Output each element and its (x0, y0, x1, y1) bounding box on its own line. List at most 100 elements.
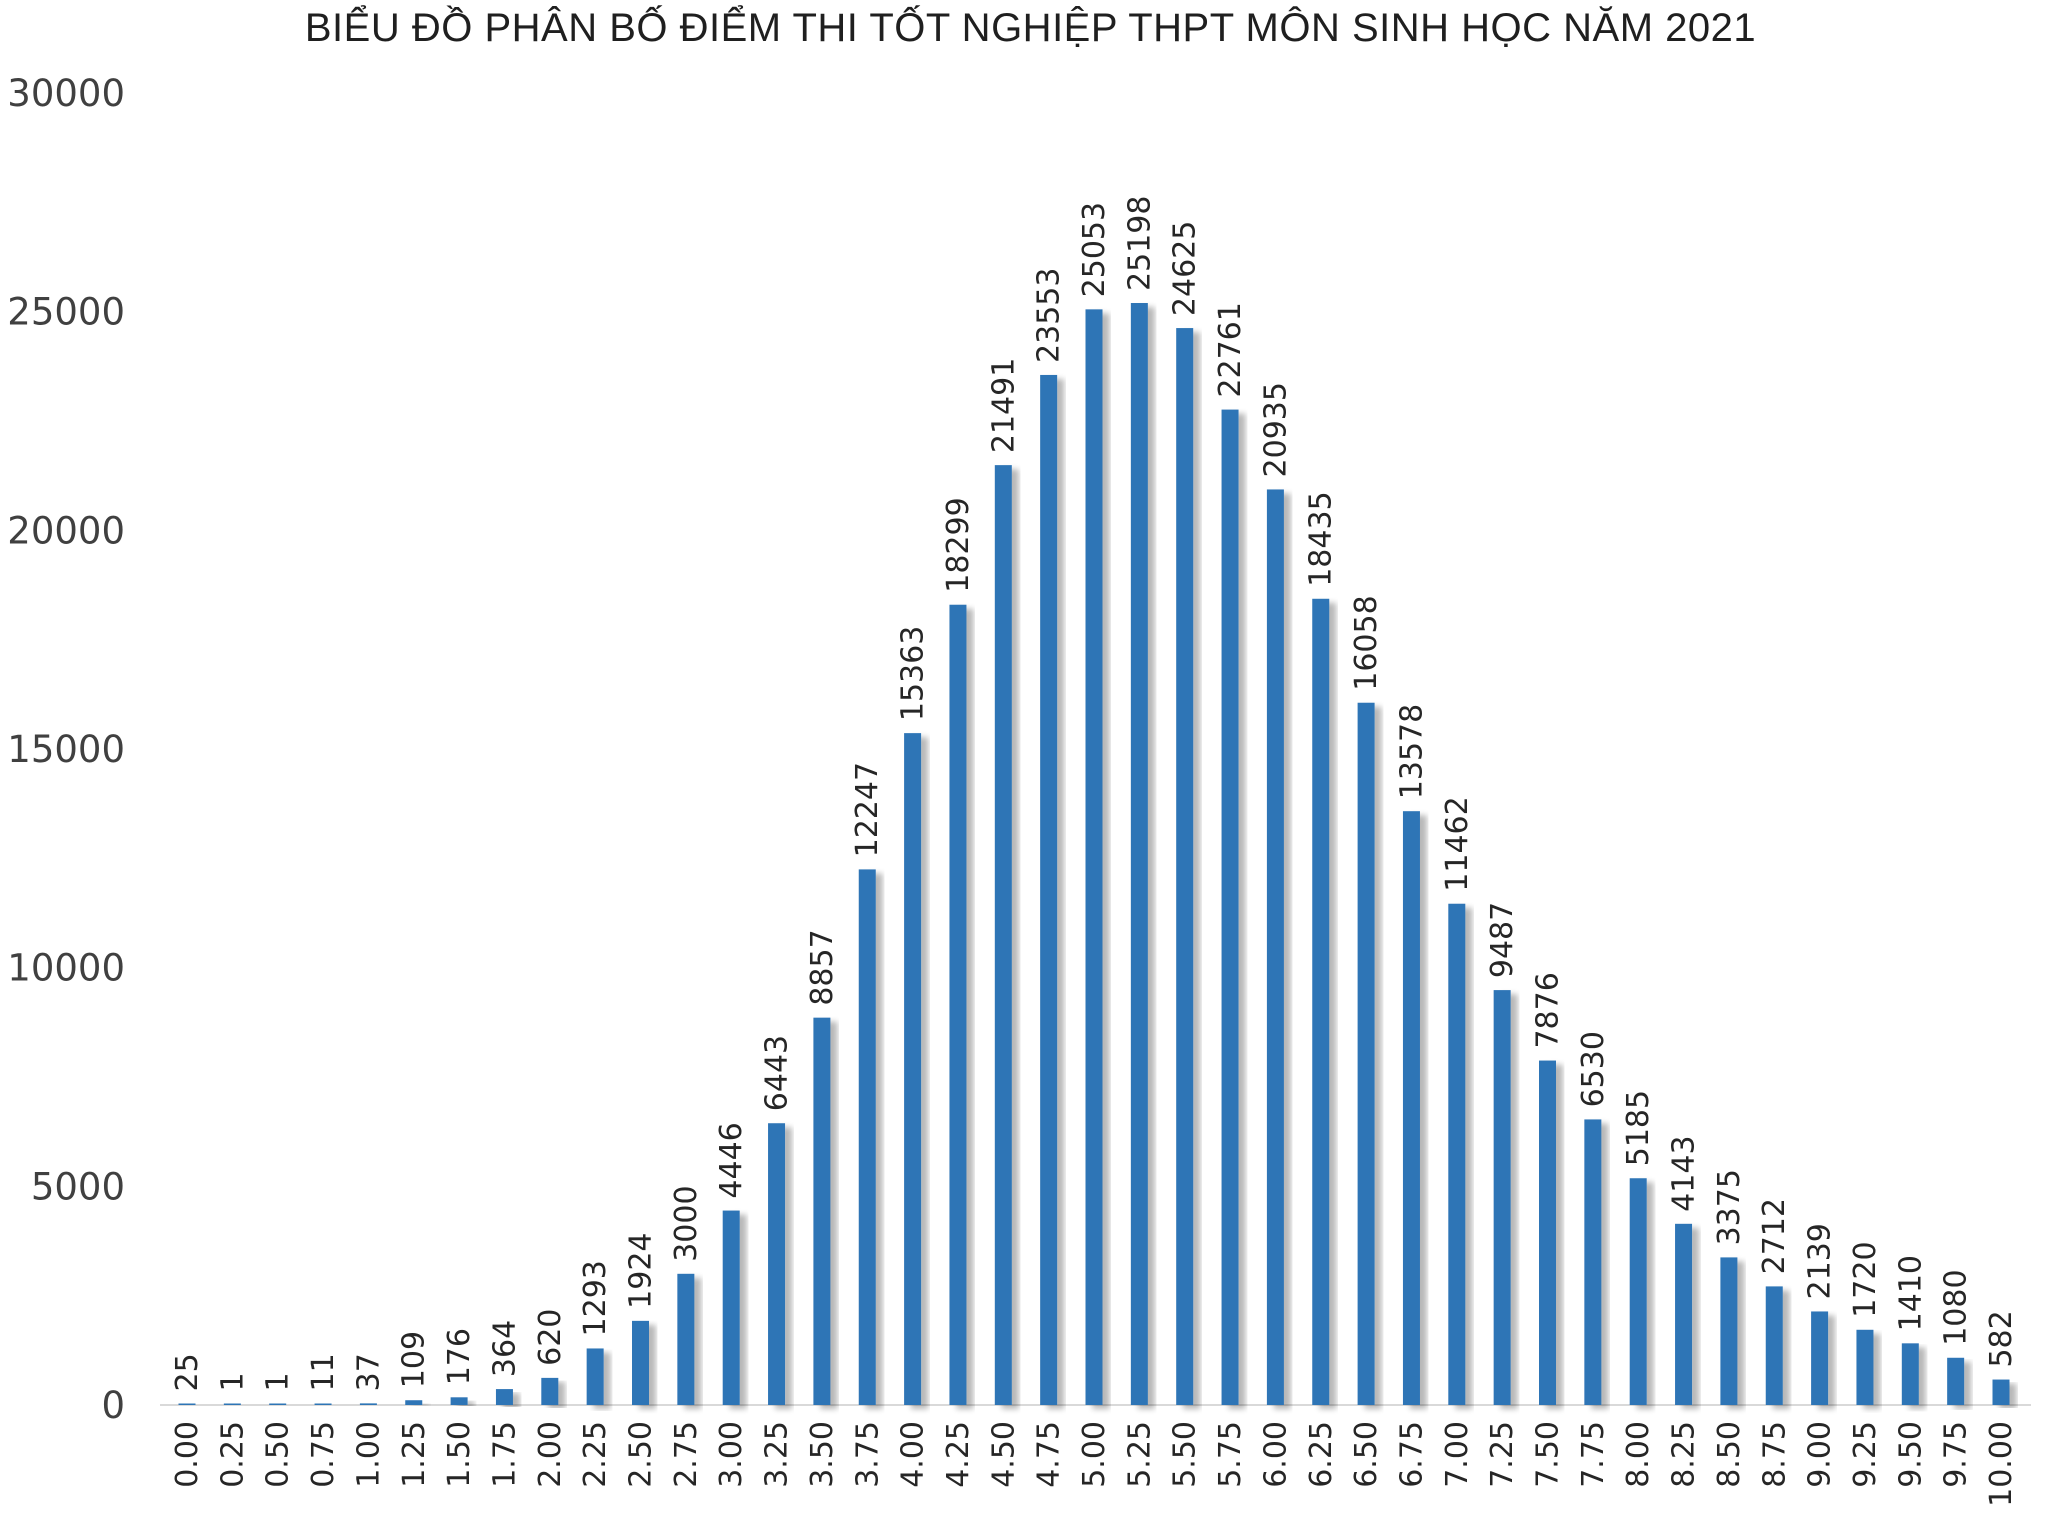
x-tick-label: 9.75 (1939, 1421, 1974, 1488)
data-label: 11 (306, 1353, 341, 1391)
bar (949, 604, 967, 1405)
x-tick-label: 7.00 (1440, 1421, 1475, 1488)
bar (269, 1403, 287, 1405)
data-label: 1924 (624, 1232, 659, 1308)
data-label: 37 (351, 1353, 386, 1391)
data-label: 6443 (760, 1035, 795, 1111)
x-tick-label: 2.25 (578, 1421, 613, 1488)
bar (1584, 1119, 1602, 1405)
data-label: 18435 (1304, 491, 1339, 586)
x-tick-label: 8.25 (1667, 1421, 1702, 1488)
data-label: 109 (397, 1331, 432, 1388)
x-tick-label: 6.25 (1304, 1421, 1339, 1488)
data-label: 21491 (986, 358, 1021, 453)
bar (1539, 1060, 1556, 1405)
data-label: 24625 (1168, 221, 1203, 316)
data-label: 6530 (1576, 1031, 1611, 1107)
bar (1085, 309, 1103, 1406)
bar (1040, 374, 1058, 1406)
data-label: 20935 (1258, 382, 1293, 477)
data-label: 16058 (1349, 595, 1384, 690)
x-tick-label: 4.75 (1032, 1421, 1067, 1488)
data-label: 8857 (805, 929, 840, 1005)
bar (1493, 990, 1511, 1405)
data-label: 5185 (1621, 1090, 1656, 1166)
x-tick-label: 4.25 (941, 1421, 976, 1488)
data-label: 1720 (1848, 1241, 1883, 1317)
y-tick-label: 15000 (7, 728, 125, 771)
x-tick-label: 1.00 (351, 1421, 386, 1488)
data-label: 1080 (1939, 1269, 1974, 1345)
x-tick-label: 3.25 (760, 1421, 795, 1488)
x-tick-label: 8.00 (1621, 1421, 1656, 1488)
x-tick-label: 5.25 (1122, 1421, 1157, 1488)
y-tick-label: 5000 (31, 1165, 125, 1208)
bar (1130, 303, 1148, 1406)
data-label: 11462 (1440, 796, 1475, 891)
x-axis-tick-labels: 0.00 0.25 0.50 0.75 1.00 1.25 1.50 1.75 2.00 2.25… (170, 1421, 2019, 1507)
bar (1448, 903, 1466, 1405)
y-tick-label: 20000 (7, 509, 125, 552)
data-label: 13578 (1394, 704, 1429, 799)
x-tick-label: 7.25 (1485, 1421, 1520, 1488)
data-label: 2139 (1803, 1223, 1838, 1299)
x-tick-label: 2.75 (669, 1421, 704, 1488)
bar (768, 1123, 786, 1405)
bar (586, 1348, 604, 1405)
x-tick-label: 0.00 (170, 1421, 205, 1488)
x-tick-label: 7.75 (1576, 1421, 1611, 1488)
x-tick-label: 7.50 (1531, 1421, 1566, 1488)
y-tick-label: 30000 (7, 72, 125, 115)
bar (1675, 1223, 1693, 1405)
bar (813, 1017, 831, 1405)
data-label: 15363 (896, 626, 931, 721)
bar (1357, 702, 1375, 1405)
bar (1221, 409, 1239, 1406)
data-label: 25053 (1077, 202, 1112, 297)
data-label: 9487 (1485, 902, 1520, 978)
data-label: 18299 (941, 497, 976, 592)
chart-title: BIỂU ĐỒ PHÂN BỐ ĐIỂM THI TỐT NGHIỆP THPT… (304, 6, 1757, 50)
data-label: 25 (170, 1353, 205, 1391)
data-label: 1 (261, 1372, 296, 1391)
bar (1266, 489, 1284, 1406)
y-tick-label: 25000 (7, 291, 125, 334)
data-label: 620 (533, 1309, 568, 1366)
x-tick-label: 8.50 (1712, 1421, 1747, 1488)
bar (178, 1403, 196, 1405)
bar (904, 733, 922, 1405)
data-label: 3000 (669, 1185, 704, 1261)
x-tick-label: 1.25 (397, 1421, 432, 1488)
bar (1176, 328, 1194, 1406)
x-tick-label: 4.00 (896, 1421, 931, 1488)
y-tick-label: 0 (101, 1384, 125, 1427)
bar (495, 1389, 513, 1405)
bar-series (178, 303, 2010, 1406)
x-tick-label: 3.50 (805, 1421, 840, 1488)
bar (314, 1403, 332, 1405)
bar (405, 1400, 423, 1405)
data-label: 3375 (1712, 1169, 1747, 1245)
x-tick-label: 8.75 (1757, 1421, 1792, 1488)
bar (1947, 1357, 1965, 1405)
x-tick-label: 0.25 (215, 1421, 250, 1488)
bar (223, 1403, 241, 1405)
x-tick-label: 3.75 (850, 1421, 885, 1488)
bar (1629, 1178, 1647, 1405)
bar (722, 1210, 740, 1405)
data-label: 176 (442, 1328, 477, 1385)
data-label: 1 (215, 1372, 250, 1391)
x-tick-label: 5.00 (1077, 1421, 1112, 1488)
data-label: 582 (1984, 1310, 2019, 1367)
bar (450, 1397, 468, 1405)
x-tick-label: 9.50 (1893, 1421, 1928, 1488)
bar (1856, 1329, 1874, 1405)
bar (1992, 1379, 2010, 1405)
bar (359, 1403, 377, 1405)
data-label: 25198 (1122, 196, 1157, 291)
data-label: 7876 (1531, 972, 1566, 1048)
x-tick-label: 10.00 (1984, 1421, 2019, 1507)
